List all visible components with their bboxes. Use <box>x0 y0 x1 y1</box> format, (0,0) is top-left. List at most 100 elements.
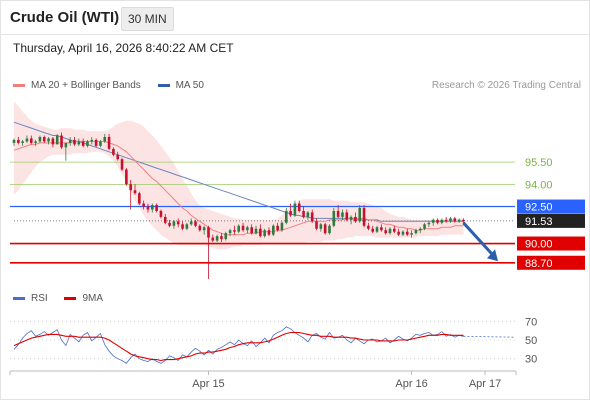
candle-body <box>163 216 167 223</box>
candle-body <box>310 212 314 222</box>
candle-body <box>427 222 431 225</box>
candle-body <box>302 210 305 217</box>
candle-body <box>198 225 202 231</box>
level-label-box <box>517 236 585 251</box>
candle-body <box>418 228 422 231</box>
level-label-text: 94.00 <box>525 179 553 191</box>
candle-body <box>436 219 439 223</box>
candle-body <box>388 228 392 234</box>
candle-body <box>284 210 288 223</box>
candle-body <box>146 206 150 210</box>
candle-body <box>267 230 271 235</box>
level-label-91-53: 91.53 <box>517 213 585 228</box>
candle-body <box>64 142 68 148</box>
candle-body <box>176 221 180 225</box>
candle-body <box>120 159 124 170</box>
candle-body <box>306 212 310 217</box>
candle-body <box>228 230 232 234</box>
candle-body <box>29 138 33 143</box>
candle-body <box>25 138 29 142</box>
candle-body <box>328 225 331 234</box>
candle-body <box>349 216 353 220</box>
candle-body <box>207 227 210 238</box>
legend-item-rsi: RSI <box>13 293 48 304</box>
candle-body <box>21 141 24 143</box>
instrument-title: Crude Oil (WTI) <box>10 9 120 26</box>
price-legend: MA 20 + Bollinger Bands MA 50 <box>13 80 218 91</box>
candle-body <box>250 227 253 234</box>
candle-body <box>60 135 63 148</box>
candle-body <box>17 139 20 143</box>
candle-body <box>367 225 370 229</box>
level-label-90-00: 90.00 <box>517 236 585 251</box>
candle-body <box>47 138 50 142</box>
timestamp: Thursday, April 16, 2026 8:40:22 AM CET <box>13 41 234 55</box>
candle-body <box>12 139 16 143</box>
candle-body <box>237 225 241 232</box>
candle-body <box>246 227 249 231</box>
level-label-text: 90.00 <box>525 239 553 251</box>
level-label-92-50: 92.50 <box>517 199 585 214</box>
candle-body <box>86 141 89 146</box>
candle-body <box>194 221 197 226</box>
x-axis-tick-label: Apr 16 <box>395 378 427 390</box>
legend-item-ma50: MA 50 <box>157 80 204 91</box>
bollinger-band-area <box>14 101 464 250</box>
candle-body <box>444 219 448 222</box>
candle-body <box>81 141 85 146</box>
credit-text: Research © 2026 Trading Central <box>431 80 581 91</box>
candle-body <box>116 154 120 160</box>
candle-body <box>380 227 383 231</box>
candle-body <box>414 230 418 234</box>
candle-body <box>315 221 318 229</box>
candle-body <box>94 139 98 146</box>
candle-body <box>129 184 132 191</box>
candle-body <box>112 148 115 155</box>
candle-body <box>202 227 206 231</box>
candle-body <box>42 136 46 142</box>
candle-body <box>341 212 344 217</box>
candle-body <box>397 231 400 235</box>
candle-body <box>77 141 81 145</box>
level-label-94-00: 94.00 <box>525 179 553 191</box>
level-label-text: 92.50 <box>525 202 553 214</box>
level-label-text: 95.50 <box>525 157 553 169</box>
candle-body <box>259 228 262 237</box>
candle-body <box>73 139 76 145</box>
candle-body <box>99 141 102 146</box>
candle-body <box>189 221 193 225</box>
candle-body <box>293 203 297 216</box>
level-label-88-70: 88.70 <box>517 255 585 270</box>
candle-body <box>393 228 396 232</box>
candle-body <box>150 205 154 210</box>
candle-body <box>289 210 292 216</box>
candle-body <box>405 231 409 235</box>
candle-body <box>185 224 189 229</box>
timeframe-button[interactable]: 30 MIN <box>121 7 174 31</box>
candle-body <box>125 169 128 185</box>
candle-body <box>297 203 301 211</box>
candle-body <box>272 225 275 235</box>
candle-body <box>384 230 387 234</box>
legend-item-ma20: MA 20 + Bollinger Bands <box>13 80 141 91</box>
candle-body <box>172 221 176 226</box>
candle-body <box>38 136 42 142</box>
x-axis-tick-label: Apr 17 <box>469 378 501 390</box>
ma50-line <box>13 121 464 222</box>
candle-body <box>276 225 279 231</box>
candle-body <box>332 210 336 226</box>
level-label-text: 91.53 <box>525 216 553 228</box>
rsi-9ma-line <box>13 331 464 362</box>
level-label-text: 88.70 <box>525 258 553 270</box>
candle-body <box>233 230 236 232</box>
candle-body <box>68 139 72 143</box>
candle-body <box>103 136 107 142</box>
candle-body <box>90 139 94 142</box>
candle-body <box>336 210 340 217</box>
rsi-tick-label: 30 <box>525 354 537 366</box>
candle-body <box>263 230 266 237</box>
level-label-box <box>517 199 585 214</box>
candle-body <box>155 205 158 211</box>
candle-body <box>138 193 141 204</box>
candle-body <box>431 219 435 223</box>
